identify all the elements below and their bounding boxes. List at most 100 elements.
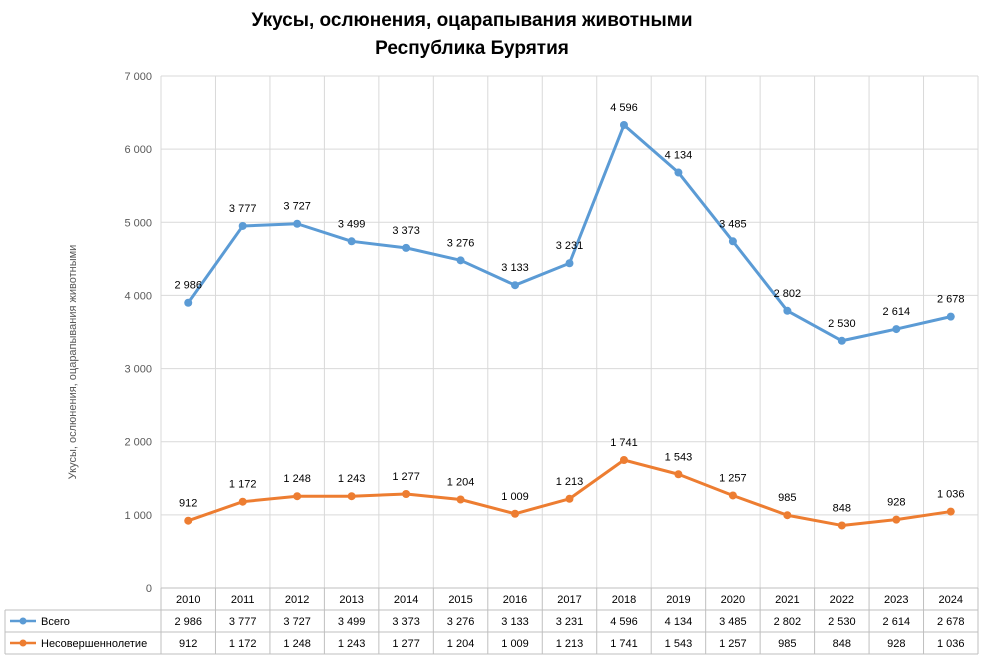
table-cell-value: 3 373 [392,616,420,628]
x-tick-label: 2021 [775,594,799,606]
data-point [892,515,901,524]
table-cell-value: 1 543 [665,638,693,650]
table-cell-value: 1 277 [392,638,420,650]
data-point [238,497,247,506]
table-cell-value: 2 530 [828,616,856,628]
data-point [347,492,356,501]
data-label: 2 678 [937,294,965,306]
data-point [783,511,792,520]
data-label: 928 [887,497,905,509]
data-label: 1 243 [338,473,366,485]
data-label: 2 530 [828,318,856,330]
y-tick-label: 2 000 [124,437,152,449]
x-tick-label: 2016 [503,594,527,606]
legend-swatch-marker [19,617,27,625]
data-point [456,256,465,265]
table-cell-value: 1 172 [229,638,257,650]
data-label: 4 596 [610,102,638,114]
data-label: 1 277 [392,471,420,483]
table-cell-value: 1 204 [447,638,475,650]
data-label: 1 036 [937,489,965,501]
data-label: 3 485 [719,218,747,230]
data-point [728,237,737,246]
y-tick-label: 6 000 [124,144,152,156]
data-point [402,490,411,499]
data-point [946,507,955,516]
data-label: 2 802 [774,288,802,300]
table-cell-value: 3 133 [501,616,529,628]
data-label: 4 134 [665,150,693,162]
data-label: 2 614 [883,306,911,318]
data-label: 3 373 [392,225,420,237]
x-tick-label: 2024 [939,594,963,606]
table-cell-value: 2 986 [174,616,202,628]
x-tick-label: 2011 [231,594,255,606]
data-label: 1 257 [719,472,747,484]
table-cell-value: 3 231 [556,616,584,628]
y-tick-label: 0 [146,583,152,595]
data-point [184,516,193,525]
data-point [837,336,846,345]
table-cell-value: 912 [179,638,197,650]
chart-title: Укусы, ослюнения, оцарапывания животными [251,10,692,31]
data-point [674,470,683,479]
series-line [186,123,953,343]
data-label: 1 543 [665,451,693,463]
data-label: 3 231 [556,240,584,252]
data-label: 3 777 [229,203,257,215]
table-cell-value: 848 [833,638,851,650]
table-cell-value: 1 248 [283,638,311,650]
data-label: 1 213 [556,476,584,488]
data-point [674,168,683,177]
y-tick-label: 4 000 [124,290,152,302]
table-cell-value: 1 741 [610,638,638,650]
data-label: 3 276 [447,237,475,249]
table-cell-value: 1 213 [556,638,584,650]
data-label: 848 [833,502,851,514]
table-cell-value: 2 802 [774,616,802,628]
x-tick-label: 2020 [721,594,745,606]
x-tick-label: 2013 [339,594,363,606]
legend-entry: Несовершеннолетие [41,638,147,650]
data-point [565,494,574,503]
data-point [619,121,628,130]
data-labels: 2 986 3 777 3 727 3 499 3 373 3 276 3 133 3 231… [174,102,964,514]
data-point [837,521,846,530]
data-table: 2010 2011 2012 2013 2014 2015 2016 2017 2018 2019… [4,587,979,655]
series-lines [184,121,955,530]
series-line [186,458,953,527]
data-label: 2 986 [174,280,202,292]
data-point [456,495,465,504]
table-cell-value: 1 036 [937,638,965,650]
data-label: 912 [179,498,197,510]
table-cell-value: 1 243 [338,638,366,650]
y-tick-labels: 0 1 000 2 000 3 000 4 000 5 000 6 000 7 000 [124,71,152,595]
y-axis-label: Укусы, ослюнения, оцарапывания животными [67,245,79,480]
x-tick-label: 2019 [666,594,690,606]
data-point [293,492,302,501]
data-point [184,298,193,307]
table-cell-value: 4 596 [610,616,638,628]
data-point [511,509,520,518]
x-tick-label: 2018 [612,594,636,606]
data-point [783,306,792,315]
table-cell-value: 3 276 [447,616,475,628]
data-label: 3 727 [283,201,311,213]
table-cell-value: 3 777 [229,616,257,628]
data-label: 1 009 [501,491,529,503]
table-cell-value: 4 134 [665,616,693,628]
table-cell-value: 928 [887,638,905,650]
legend-swatch-marker [19,639,27,647]
x-tick-label: 2022 [830,594,854,606]
data-point [293,219,302,228]
table-cell-value: 3 727 [283,616,311,628]
data-label: 1 172 [229,479,257,491]
table-cell-value: 2 614 [883,616,911,628]
data-point [565,259,574,268]
x-tick-label: 2014 [394,594,418,606]
data-point [238,221,247,230]
table-cell-value: 2 678 [937,616,965,628]
data-point [892,325,901,334]
table-cell-value: 985 [778,638,796,650]
